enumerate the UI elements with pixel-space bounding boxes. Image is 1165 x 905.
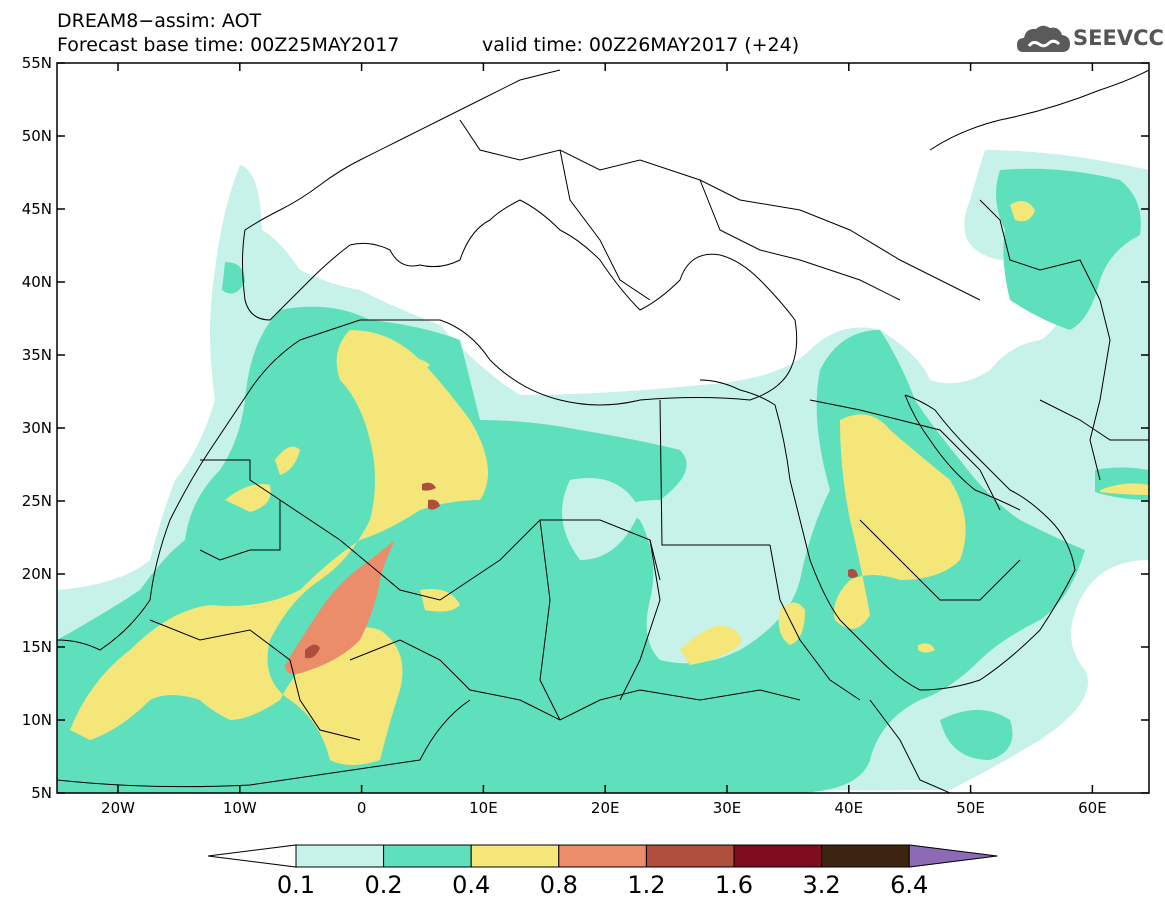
colorbar-label: 0.1 bbox=[277, 871, 315, 899]
aot-band-1.2 bbox=[305, 482, 858, 659]
colorbar-label: 0.2 bbox=[365, 871, 403, 899]
lat-label: 55N bbox=[22, 54, 52, 72]
colorbar-label: 3.2 bbox=[803, 871, 841, 899]
lat-label: 35N bbox=[22, 346, 52, 364]
lat-label: 20N bbox=[22, 565, 52, 583]
colorbar-segment bbox=[470, 844, 560, 868]
colorbar-segment bbox=[733, 844, 823, 868]
colorbar-label: 6.4 bbox=[890, 871, 928, 899]
aot-band-0.4 bbox=[70, 201, 1149, 765]
lon-label: 10W bbox=[223, 799, 257, 817]
lon-label: 40E bbox=[835, 799, 864, 817]
lat-label: 25N bbox=[22, 492, 52, 510]
logo-text: SEEVCCC bbox=[1073, 26, 1165, 50]
colorbar-segment bbox=[295, 844, 385, 868]
colorbar-under bbox=[207, 844, 297, 868]
cloud-icon bbox=[1017, 25, 1070, 52]
colorbar-label: 0.8 bbox=[540, 871, 578, 899]
colorbar-label: 0.4 bbox=[452, 871, 490, 899]
colorbar: 0.1 0.2 0.4 0.8 1.2 1.6 3.2 6.4 bbox=[207, 844, 998, 899]
lat-label: 30N bbox=[22, 419, 52, 437]
coastlines bbox=[57, 69, 1149, 793]
longitude-axis: 20W 10W 0 10E 20E 30E 40E 50E 60E bbox=[101, 63, 1107, 817]
lon-label: 30E bbox=[713, 799, 742, 817]
forecast-base-time: Forecast base time: 00Z25MAY2017 bbox=[57, 34, 400, 56]
colorbar-over bbox=[908, 844, 998, 868]
valid-time: valid time: 00Z26MAY2017 (+24) bbox=[482, 34, 800, 56]
seevccc-logo: SEEVCCC bbox=[1015, 20, 1165, 60]
lat-label: 40N bbox=[22, 273, 52, 291]
colorbar-segment bbox=[558, 844, 647, 868]
latitude-axis: 55N 50N 45N 40N 35N 30N 25N 20N 15N 10N 5N bbox=[22, 54, 1149, 802]
lat-label: 15N bbox=[22, 638, 52, 656]
lat-label: 50N bbox=[22, 127, 52, 145]
map-title: DREAM8−assim: AOT bbox=[57, 10, 262, 32]
lon-label: 0 bbox=[357, 799, 367, 817]
lat-label: 5N bbox=[31, 784, 52, 802]
aot-field bbox=[57, 63, 1149, 793]
aot-band-0.8 bbox=[285, 540, 395, 674]
lon-label: 10E bbox=[469, 799, 498, 817]
lat-label: 10N bbox=[22, 711, 52, 729]
lon-label: 20E bbox=[591, 799, 620, 817]
lon-label: 20W bbox=[101, 799, 135, 817]
lon-label: 50E bbox=[956, 799, 985, 817]
colorbar-label: 1.2 bbox=[627, 871, 665, 899]
colorbar-segment bbox=[821, 844, 910, 868]
lon-label: 60E bbox=[1078, 799, 1107, 817]
colorbar-segment bbox=[645, 844, 735, 868]
lat-label: 45N bbox=[22, 200, 52, 218]
colorbar-segment bbox=[383, 844, 472, 868]
colorbar-label: 1.6 bbox=[715, 871, 753, 899]
